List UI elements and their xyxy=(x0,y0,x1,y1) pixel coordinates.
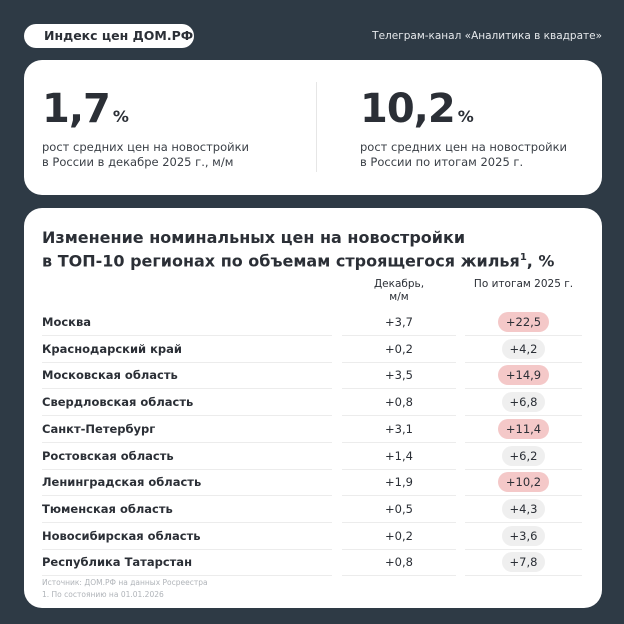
footnote: 1. По состоянию на 01.01.2026 xyxy=(42,590,164,599)
year-change-badge: +7,8 xyxy=(501,552,546,573)
year-change-cell: +22,5 xyxy=(465,309,582,336)
title-suffix: , % xyxy=(526,251,555,271)
year-change-badge: +6,2 xyxy=(501,445,546,466)
table-row: Ростовская область +1,4 +6,2 xyxy=(42,443,582,470)
year-change-cell: +4,2 xyxy=(465,336,582,363)
stat-unit: % xyxy=(112,107,129,126)
stat-desc: в России в декабре 2025 г., м/м xyxy=(42,155,234,169)
region-name: Новосибирская область xyxy=(42,523,332,550)
year-change-cell: +4,3 xyxy=(465,496,582,523)
summary-card: 1,7% рост средних цен на новостройки в Ро… xyxy=(24,60,602,195)
year-change-badge: +6,8 xyxy=(501,392,546,413)
table-title: Изменение номинальных цен на новостройки… xyxy=(42,228,554,271)
december-change: +0,2 xyxy=(342,523,456,550)
table-row: Тюменская область +0,5 +4,3 xyxy=(42,496,582,523)
region-name: Тюменская область xyxy=(42,496,332,523)
year-change-cell: +7,8 xyxy=(465,549,582,577)
year-change-badge: +3,6 xyxy=(501,525,546,546)
table-row: Московская область +3,5 +14,9 xyxy=(42,362,582,390)
december-change: +1,4 xyxy=(342,443,456,470)
header-line: м/м xyxy=(389,291,409,303)
stat-desc: рост средних цен на новостройки xyxy=(42,140,250,154)
table-row: Республика Татарстан +0,8 +7,8 xyxy=(42,549,582,577)
stat-unit: % xyxy=(457,107,474,126)
december-change: +0,8 xyxy=(342,549,456,577)
region-name: Республика Татарстан xyxy=(42,549,332,577)
table-row: Москва +3,7 +22,5 xyxy=(42,309,582,336)
table-row: Свердловская область +0,8 +6,8 xyxy=(42,389,582,417)
year-change-badge: +22,5 xyxy=(497,312,550,332)
region-name: Краснодарский край xyxy=(42,336,332,363)
footnote-mark: 1 xyxy=(519,252,527,263)
region-name: Ростовская область xyxy=(42,443,332,470)
region-name: Москва xyxy=(42,309,332,336)
region-name: Ленинградская область xyxy=(42,469,332,497)
year-change-cell: +14,9 xyxy=(465,362,582,390)
table-row: Ленинградская область +1,9 +10,2 xyxy=(42,469,582,497)
table-row: Краснодарский край +0,2 +4,2 xyxy=(42,336,582,363)
stat-desc: в России по итогам 2025 г. xyxy=(360,155,524,169)
stat-value: 1,7 xyxy=(42,86,111,132)
year-change-cell: +3,6 xyxy=(465,523,582,550)
year-change-cell: +6,2 xyxy=(465,443,582,470)
year-change-cell: +6,8 xyxy=(465,389,582,417)
table-row: Новосибирская область +0,2 +3,6 xyxy=(42,523,582,550)
stat-value: 10,2 xyxy=(360,86,456,132)
region-name: Свердловская область xyxy=(42,389,332,417)
title-line: в ТОП-10 регионах по объемам строящегося… xyxy=(42,251,520,271)
stat-desc: рост средних цен на новостройки xyxy=(360,140,568,154)
column-header-year: По итогам 2025 г. xyxy=(473,278,574,290)
region-name: Московская область xyxy=(42,362,332,390)
year-change-badge: +4,3 xyxy=(501,498,546,519)
year-change-badge: +10,2 xyxy=(497,472,550,493)
year-change-cell: +10,2 xyxy=(465,469,582,497)
stat-december: 1,7% рост средних цен на новостройки в Ро… xyxy=(42,86,249,170)
december-change: +3,7 xyxy=(342,309,456,336)
header-line: Декабрь, xyxy=(373,278,425,290)
year-change-badge: +11,4 xyxy=(497,418,550,439)
column-header-december: Декабрь, м/м xyxy=(342,278,456,304)
year-change-badge: +14,9 xyxy=(497,365,550,386)
channel-label: Телеграм-канал «Аналитика в квадрате» xyxy=(372,30,602,42)
index-badge: Индекс цен ДОМ.РФ xyxy=(24,24,194,48)
december-change: +0,2 xyxy=(342,336,456,363)
divider xyxy=(316,82,317,172)
december-change: +1,9 xyxy=(342,469,456,497)
source-note: Источник: ДОМ.РФ на данных Росреестра xyxy=(42,578,208,587)
december-change: +3,5 xyxy=(342,362,456,390)
december-change: +3,1 xyxy=(342,416,456,443)
year-change-cell: +11,4 xyxy=(465,416,582,443)
december-change: +0,8 xyxy=(342,389,456,417)
december-change: +0,5 xyxy=(342,496,456,523)
table-card: Изменение номинальных цен на новостройки… xyxy=(24,208,602,608)
title-line: Изменение номинальных цен на новостройки xyxy=(42,228,466,247)
table-row: Санкт-Петербург +3,1 +11,4 xyxy=(42,416,582,443)
stat-year: 10,2% рост средних цен на новостройки в Р… xyxy=(360,86,567,170)
region-name: Санкт-Петербург xyxy=(42,416,332,443)
year-change-badge: +4,2 xyxy=(501,338,546,359)
